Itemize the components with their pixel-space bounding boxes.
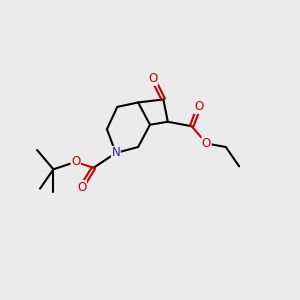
Text: O: O: [194, 100, 204, 113]
Text: N: N: [111, 146, 120, 160]
Text: O: O: [202, 137, 211, 150]
Text: O: O: [71, 155, 80, 168]
Text: O: O: [148, 72, 158, 85]
Text: O: O: [77, 181, 86, 194]
